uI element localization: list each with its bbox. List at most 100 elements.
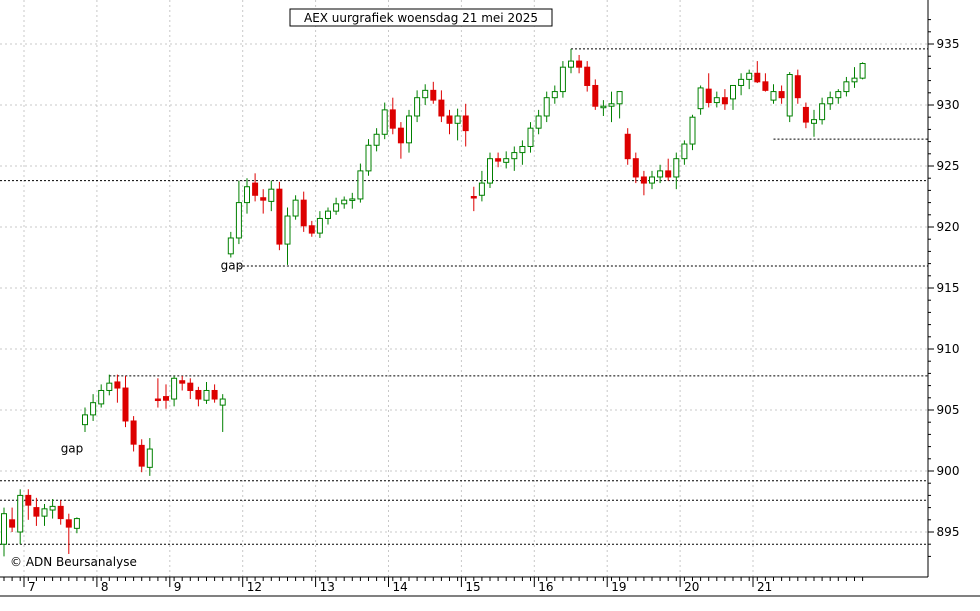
candle-body xyxy=(325,210,331,219)
candle-body xyxy=(9,519,16,528)
candle-body xyxy=(754,72,761,83)
candle-body xyxy=(584,66,591,86)
y-tick-label: 930 xyxy=(937,98,960,112)
candle-body xyxy=(592,84,599,107)
candle-body xyxy=(1,513,7,545)
candle-body xyxy=(82,414,88,426)
candle-body xyxy=(697,87,704,110)
candle-body xyxy=(851,77,858,83)
candle-body xyxy=(211,389,218,400)
annotations: gap gap xyxy=(61,259,243,456)
candle-body xyxy=(49,505,56,511)
candle-body xyxy=(41,508,48,517)
candle-body xyxy=(705,88,712,104)
candle-body xyxy=(470,196,477,199)
candle-body xyxy=(219,398,226,406)
candle-body xyxy=(835,91,842,99)
x-day-label: 16 xyxy=(538,580,553,594)
y-tick-label: 895 xyxy=(937,525,960,539)
candle-body xyxy=(300,199,307,227)
candle-body xyxy=(171,377,178,400)
candle-body xyxy=(422,89,429,99)
candle-body xyxy=(657,170,664,178)
candle-body xyxy=(576,60,583,68)
candle-body xyxy=(17,494,24,533)
candle-body xyxy=(106,382,113,391)
candle-body xyxy=(600,105,607,109)
candle-body xyxy=(389,109,396,129)
y-tick-label: 920 xyxy=(937,220,960,234)
candle-body xyxy=(551,91,558,99)
candle-body xyxy=(608,103,615,107)
candle-body xyxy=(65,519,72,528)
candle-body xyxy=(495,158,502,162)
candle-body xyxy=(365,144,372,172)
candle-body xyxy=(381,109,388,135)
title-box: AEX uurgrafiek woensdag 21 mei 2025 xyxy=(289,8,553,27)
candle-body xyxy=(98,389,105,405)
credit-label: © ADN Beursanalyse xyxy=(10,555,137,569)
candle-body xyxy=(268,188,275,202)
candle-body xyxy=(333,203,340,212)
x-day-label: 13 xyxy=(320,580,335,594)
candle-body xyxy=(478,182,485,196)
x-day-label: 21 xyxy=(757,580,772,594)
candle-body xyxy=(397,127,404,144)
candle-body xyxy=(373,133,380,146)
x-day-label: 20 xyxy=(684,580,699,594)
candle-body xyxy=(235,202,242,239)
candle-body xyxy=(244,186,250,204)
candle-body xyxy=(357,170,364,200)
candle-body xyxy=(454,115,461,124)
candle-body xyxy=(130,420,137,445)
candle-body xyxy=(349,198,356,201)
y-tick-label: 915 xyxy=(937,281,960,295)
candle-body xyxy=(778,91,785,99)
candle-body xyxy=(195,389,202,400)
candle-body xyxy=(203,389,210,401)
candle-body xyxy=(535,115,542,129)
annotation-label: gap xyxy=(61,442,84,456)
x-day-label: 19 xyxy=(611,580,626,594)
candle-body xyxy=(616,91,623,105)
chart-title: AEX uurgrafiek woensdag 21 mei 2025 xyxy=(304,11,538,25)
candle-body xyxy=(430,89,437,101)
candle-body xyxy=(843,81,850,93)
candle-body xyxy=(721,97,728,105)
candle-body xyxy=(308,225,315,234)
candle-body xyxy=(33,507,40,517)
x-day-label: 7 xyxy=(28,580,36,594)
candle-body xyxy=(406,115,412,144)
candle-body xyxy=(649,176,655,184)
candle-body xyxy=(713,97,720,104)
candle-body xyxy=(276,188,283,245)
candle-body xyxy=(462,115,469,132)
level-lines xyxy=(0,48,928,545)
candle-body xyxy=(163,396,169,401)
candle-body xyxy=(122,387,129,422)
candle-body xyxy=(568,60,574,68)
candle-body xyxy=(802,106,809,123)
candle-body xyxy=(154,398,161,402)
candle-body xyxy=(543,97,550,117)
candle-body xyxy=(260,197,267,201)
candle-body xyxy=(624,133,631,160)
candle-body xyxy=(632,158,639,178)
x-day-label: 8 xyxy=(101,580,109,594)
x-day-label: 14 xyxy=(393,580,408,594)
candle-body xyxy=(827,97,834,105)
candle-body xyxy=(292,199,299,217)
candle-body xyxy=(57,505,64,520)
candle-body xyxy=(341,199,348,205)
candle-body xyxy=(25,494,32,506)
candle-body xyxy=(859,63,866,79)
candle-body xyxy=(138,444,145,467)
candle-body xyxy=(179,380,186,384)
candle-body xyxy=(503,158,510,163)
candle-body xyxy=(114,381,121,389)
candle-body xyxy=(284,215,291,245)
y-tick-label: 935 xyxy=(937,37,960,51)
candle-body xyxy=(794,75,801,99)
candle-body xyxy=(146,448,153,468)
